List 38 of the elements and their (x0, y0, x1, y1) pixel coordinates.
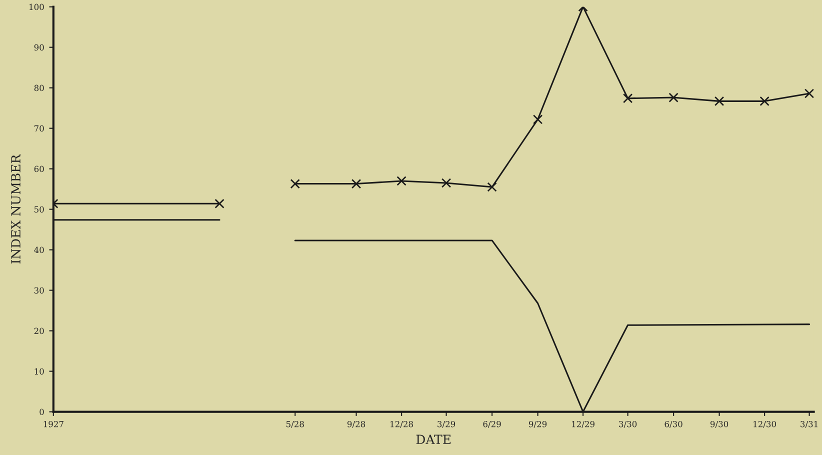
x-tick-label: 3/31 (800, 420, 818, 428)
x-tick-label: 9/29 (528, 420, 547, 428)
point (441, 178, 452, 188)
point (396, 176, 406, 186)
y-tick-label: 40 (34, 246, 44, 254)
x-tick-label: 9/30 (710, 420, 728, 428)
x-tick-label: 9/28 (347, 420, 366, 428)
y-tick-label: 30 (34, 287, 44, 294)
point (290, 178, 300, 189)
x-tick-label: 12/28 (390, 420, 413, 428)
x-tick-label: 12/30 (754, 420, 776, 428)
point (622, 93, 633, 104)
y-tick-label: 10 (34, 368, 44, 375)
y-tick-label: 0 (40, 408, 44, 416)
point (214, 198, 224, 208)
y-tick-label: 80 (34, 84, 44, 92)
point (532, 114, 543, 124)
point (760, 96, 770, 106)
point (487, 182, 497, 192)
x-tick-label: 3/29 (438, 420, 456, 428)
point (714, 96, 724, 106)
y-tick-label: 90 (34, 44, 44, 51)
y-tick-label: 50 (34, 206, 44, 213)
y-axis-title: INDEX NUMBER (11, 154, 21, 264)
x-axis-title: DATE (416, 434, 451, 444)
x-tick-label: 1927 (44, 420, 64, 428)
x-tick-label: 5/28 (286, 420, 304, 428)
point (804, 88, 814, 98)
x-tick-label: 12/29 (572, 420, 594, 428)
point (668, 92, 678, 102)
x-tick-label: 6/29 (483, 420, 501, 428)
y-tick-label: 20 (34, 328, 44, 334)
y-tick-label: 100 (30, 4, 44, 10)
point (351, 178, 362, 189)
x-tick-label: 6/30 (664, 420, 682, 428)
y-tick-label: 70 (34, 125, 44, 132)
y-tick-label: 60 (34, 166, 44, 172)
x-tick-label: 3/30 (619, 420, 637, 428)
